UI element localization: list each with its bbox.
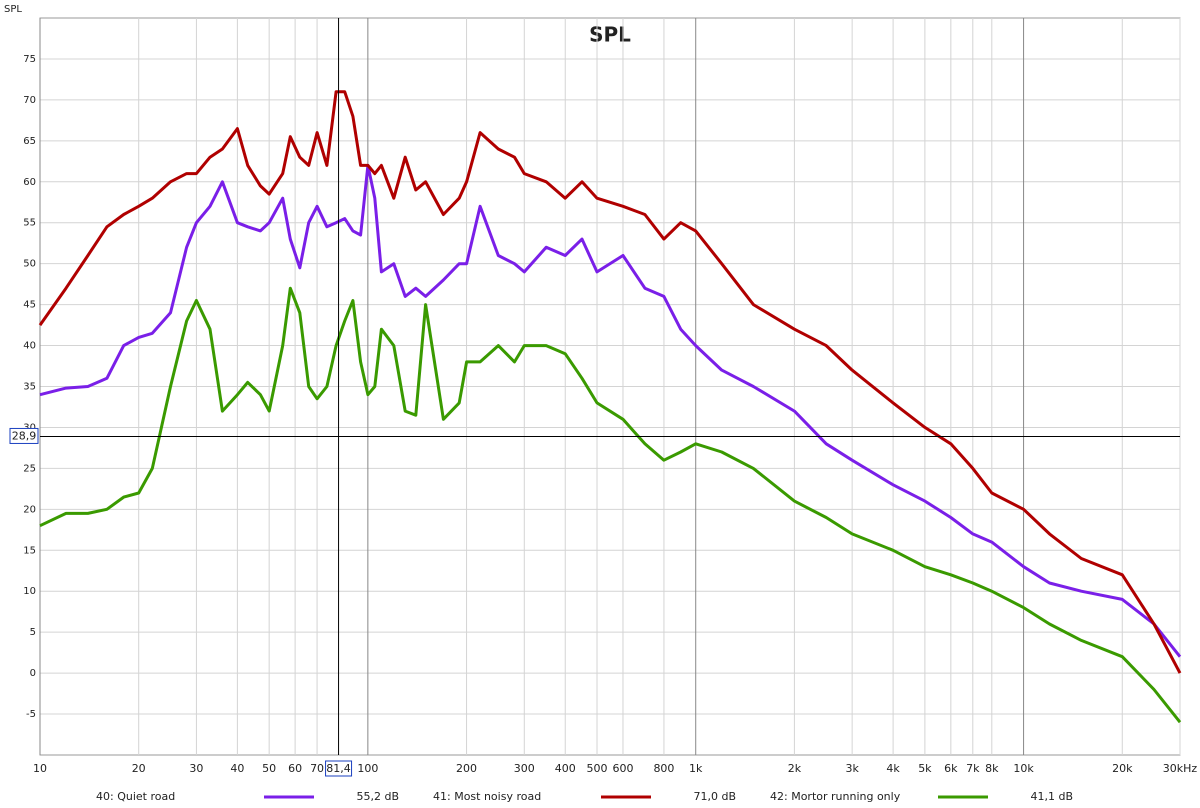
legend-readout: 71,0 dB xyxy=(693,790,736,803)
y-tick-label: 20 xyxy=(23,504,36,515)
x-tick-label: 20 xyxy=(132,762,146,775)
x-tick-label: 60 xyxy=(288,762,302,775)
x-tick-label: 200 xyxy=(456,762,477,775)
x-tick-label: 20k xyxy=(1112,762,1133,775)
x-tick-label: 2k xyxy=(788,762,802,775)
x-tick-label: 30 xyxy=(189,762,203,775)
y-tick-label: 10 xyxy=(23,586,36,597)
y-tick-label: 45 xyxy=(23,300,36,311)
legend-readout: 41,1 dB xyxy=(1030,790,1073,803)
x-tick-label: 10 xyxy=(33,762,47,775)
y-tick-label: 0 xyxy=(30,668,36,679)
x-tick-label: 800 xyxy=(653,762,674,775)
y-tick-label: 30 xyxy=(23,422,36,433)
x-tick-label: 1k xyxy=(689,762,703,775)
legend-readout: 55,2 dB xyxy=(356,790,399,803)
x-tick-label: 3k xyxy=(845,762,859,775)
x-tick-label: 6k xyxy=(944,762,958,775)
y-tick-label: 15 xyxy=(23,545,36,556)
cursor-y-label: 28,9 xyxy=(12,429,37,442)
x-tick-label: 4k xyxy=(886,762,900,775)
y-tick-label: 75 xyxy=(23,54,36,65)
y-tick-label: 70 xyxy=(23,95,36,106)
y-axis-label: SPL xyxy=(4,4,22,15)
chart-title: SPL xyxy=(589,23,631,47)
x-tick-label: 100 xyxy=(357,762,378,775)
x-tick-label: 10k xyxy=(1013,762,1034,775)
x-tick-label: 600 xyxy=(612,762,633,775)
y-tick-label: 55 xyxy=(23,218,36,229)
y-tick-label: 35 xyxy=(23,382,36,393)
series-line xyxy=(38,90,1182,674)
x-tick-label: 400 xyxy=(555,762,576,775)
legend-label: 42: Mortor running only xyxy=(770,790,901,803)
x-tick-label: 7k xyxy=(966,762,980,775)
x-tick-label: 40 xyxy=(230,762,244,775)
y-tick-label: 25 xyxy=(23,463,36,474)
x-tick-label: 300 xyxy=(514,762,535,775)
legend-label: 40: Quiet road xyxy=(96,790,175,803)
x-tick-label: 50 xyxy=(262,762,276,775)
legend-label: 41: Most noisy road xyxy=(433,790,541,803)
y-tick-label: 5 xyxy=(30,627,36,638)
y-tick-label: 65 xyxy=(23,136,36,147)
cursor-x-label: 81,4 xyxy=(326,762,351,775)
series-line xyxy=(39,163,1182,658)
x-tick-label: 8k xyxy=(985,762,999,775)
series-line xyxy=(39,286,1182,724)
x-tick-label: 30kHz xyxy=(1163,762,1198,775)
y-tick-label: 40 xyxy=(23,341,36,352)
cursor-x-box xyxy=(325,760,353,777)
x-tick-label: 5k xyxy=(918,762,932,775)
y-tick-label: 60 xyxy=(23,177,36,188)
x-tick-label: 500 xyxy=(587,762,608,775)
x-tick-label: 70 xyxy=(310,762,324,775)
y-tick-label: -5 xyxy=(26,709,36,720)
y-tick-label: 50 xyxy=(23,259,36,270)
cursor-y-box xyxy=(9,427,39,444)
